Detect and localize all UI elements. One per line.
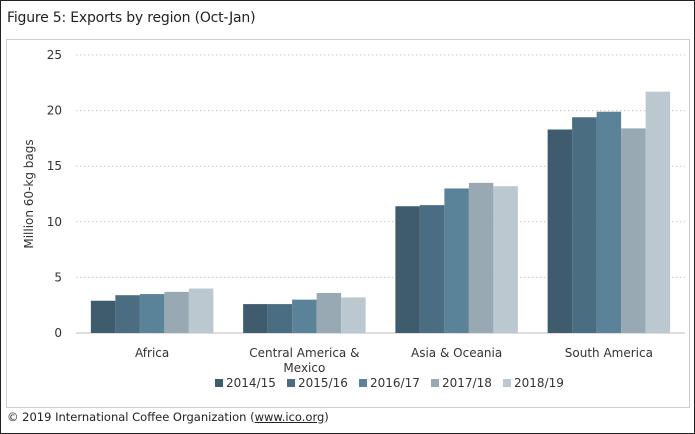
bar	[341, 297, 366, 333]
copyright-prefix: © 2019 International Coffee Organization…	[7, 410, 255, 424]
figure-title: Figure 5: Exports by region (Oct-Jan)	[7, 10, 256, 26]
bar	[292, 299, 317, 333]
legend-label: 2015/16	[298, 376, 348, 390]
legend-swatch	[215, 379, 223, 387]
bar	[572, 117, 597, 333]
x-tick-label: South America	[565, 346, 653, 360]
legend-label: 2017/18	[442, 376, 492, 390]
y-tick-label: 0	[54, 326, 62, 340]
legend-swatch	[431, 379, 439, 387]
legend-label: 2018/19	[514, 376, 564, 390]
x-tick-label: Central America &	[249, 346, 359, 360]
bar	[164, 291, 189, 333]
bar	[139, 294, 165, 333]
chart-area-border	[6, 39, 690, 408]
y-tick-label: 25	[47, 48, 62, 62]
bar	[316, 292, 342, 333]
legend-swatch	[359, 379, 367, 387]
x-tick-label: Mexico	[283, 361, 325, 375]
x-tick-label: Africa	[135, 346, 169, 360]
bar	[468, 182, 494, 333]
copyright-suffix: )	[324, 410, 329, 424]
bar	[395, 206, 420, 333]
bar	[419, 205, 445, 333]
bar	[547, 129, 573, 333]
x-tick-label: Asia & Oceania	[411, 346, 502, 360]
y-tick-label: 20	[47, 104, 62, 118]
copyright-note: © 2019 International Coffee Organization…	[7, 410, 329, 424]
bar	[493, 186, 518, 333]
y-axis-title: Million 60-kg bags	[22, 139, 36, 248]
bar	[188, 288, 214, 333]
bar	[90, 300, 116, 333]
bar	[444, 188, 469, 333]
bar	[115, 295, 140, 333]
legend-swatch	[287, 379, 295, 387]
bar	[645, 91, 671, 333]
legend-label: 2014/15	[226, 376, 276, 390]
legend-label: 2016/17	[370, 376, 420, 390]
ico-link[interactable]: www.ico.org	[254, 410, 325, 424]
y-tick-label: 15	[47, 159, 62, 173]
legend-swatch	[503, 379, 511, 387]
bar	[243, 304, 268, 333]
bar	[596, 111, 622, 333]
bar	[621, 128, 646, 333]
bar	[267, 304, 293, 333]
y-tick-label: 5	[54, 270, 62, 284]
y-tick-label: 10	[47, 215, 62, 229]
